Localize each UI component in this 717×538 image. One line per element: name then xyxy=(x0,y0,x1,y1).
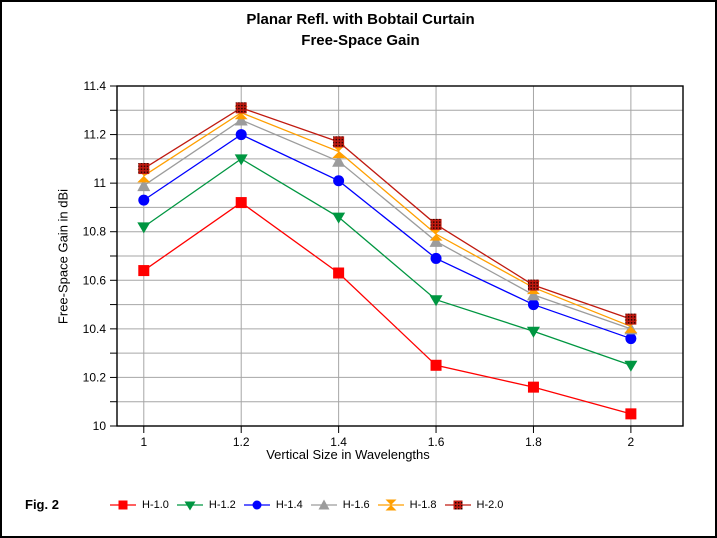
marker-bowtie xyxy=(332,145,346,159)
marker-circle xyxy=(333,175,345,187)
y-axis-title: Free-Space Gain in dBi xyxy=(55,188,71,325)
legend-label: H-2.0 xyxy=(476,499,504,511)
legend-item-H-1.2: H-1.2 xyxy=(176,498,236,512)
marker-triangle-up xyxy=(318,499,330,510)
data-series xyxy=(137,102,638,420)
legend-swatch-triangle-up-icon xyxy=(310,499,337,510)
y-tick-label: 10.2 xyxy=(83,370,107,384)
marker-square-dotted xyxy=(625,313,637,325)
legend-swatch-square-icon xyxy=(110,500,136,510)
marker-triangle-down xyxy=(526,326,540,338)
series-line-H-1.8 xyxy=(143,111,632,328)
marker-triangle-down xyxy=(429,295,443,307)
legend-item-H-1.6: H-1.6 xyxy=(310,498,370,512)
x-axis-title: Vertical Size in Wavelengths xyxy=(266,447,430,462)
marker-square-dotted xyxy=(235,102,247,114)
marker-triangle-up xyxy=(234,113,248,126)
figure-label: Fig. 2 xyxy=(25,497,59,512)
marker-square xyxy=(333,267,345,279)
marker-triangle-up xyxy=(137,179,151,192)
y-tick-label: 10.4 xyxy=(83,322,107,336)
x-tick-label: 2 xyxy=(628,435,635,449)
legend-label: H-1.6 xyxy=(342,499,370,511)
legend-label: H-1.8 xyxy=(409,499,437,511)
marker-square xyxy=(527,381,539,393)
y-tick-label: 11 xyxy=(94,176,107,190)
marker-square-dotted xyxy=(527,279,539,291)
legend-swatch-square-dotted-icon xyxy=(444,500,471,510)
series-line-H-1.2 xyxy=(143,158,632,366)
y-tick-label: 10 xyxy=(93,419,107,433)
series-line-H-1.6 xyxy=(143,119,632,330)
x-tick-label: 1.6 xyxy=(428,435,445,449)
axes xyxy=(110,85,684,433)
legend-swatch-circle-icon xyxy=(243,500,270,510)
marker-triangle-up xyxy=(526,288,540,301)
legend-item-H-1.4: H-1.4 xyxy=(243,498,303,512)
series-line-H-1.4 xyxy=(143,133,632,340)
legend-label: H-1.0 xyxy=(142,499,169,511)
marker-triangle-down xyxy=(184,501,196,511)
legend-item-H-1.0: H-1.0 xyxy=(110,498,169,512)
marker-square xyxy=(235,197,247,209)
y-tick-label: 11.2 xyxy=(84,128,107,142)
marker-bowtie xyxy=(385,499,397,511)
x-tick-label: 1.2 xyxy=(233,435,250,449)
marker-circle xyxy=(138,194,150,206)
marker-triangle-down xyxy=(624,360,638,372)
legend-item-H-2.0: H-2.0 xyxy=(444,498,504,512)
marker-circle xyxy=(252,500,262,510)
marker-triangle-up xyxy=(429,234,443,247)
marker-triangle-down xyxy=(234,154,248,166)
x-tick-label: 1.8 xyxy=(525,435,542,449)
legend-swatch-bowtie-icon xyxy=(377,499,404,511)
gridlines xyxy=(117,86,683,426)
series-line-H-1.0 xyxy=(143,201,632,415)
marker-square xyxy=(625,408,637,420)
legend-swatch-triangle-down-icon xyxy=(176,501,203,511)
series-line-H-2.0 xyxy=(143,107,632,320)
y-tick-label: 11.4 xyxy=(84,79,107,93)
y-tick-label: 10.6 xyxy=(83,273,107,287)
chart-legend: H-1.0 H-1.2 H-1.4 H-1.6 H-1.8 H-2.0 xyxy=(110,496,503,514)
x-tick-label: 1.4 xyxy=(330,435,347,449)
legend-item-H-1.8: H-1.8 xyxy=(377,498,437,512)
legend-label: H-1.2 xyxy=(208,499,236,511)
marker-circle xyxy=(430,252,442,264)
marker-circle xyxy=(625,333,637,345)
marker-circle xyxy=(235,129,247,141)
chart-title-line-1: Planar Refl. with Bobtail Curtain xyxy=(246,11,475,28)
marker-triangle-up xyxy=(332,154,346,167)
x-tick-label: 1 xyxy=(140,435,147,449)
marker-square-dotted xyxy=(333,136,345,148)
marker-triangle-down xyxy=(332,212,346,224)
y-tick-label: 10.8 xyxy=(83,225,107,239)
marker-bowtie xyxy=(429,227,443,241)
marker-triangle-down xyxy=(137,222,151,234)
marker-square-dotted xyxy=(430,218,442,230)
marker-circle xyxy=(527,299,539,311)
marker-square xyxy=(138,265,150,277)
chart-title-line-2: Free-Space Gain xyxy=(301,32,420,49)
marker-square-dotted xyxy=(453,500,463,510)
marker-square xyxy=(118,500,128,510)
legend-label: H-1.4 xyxy=(275,499,303,511)
marker-square-dotted xyxy=(138,163,150,175)
marker-square xyxy=(430,359,442,371)
